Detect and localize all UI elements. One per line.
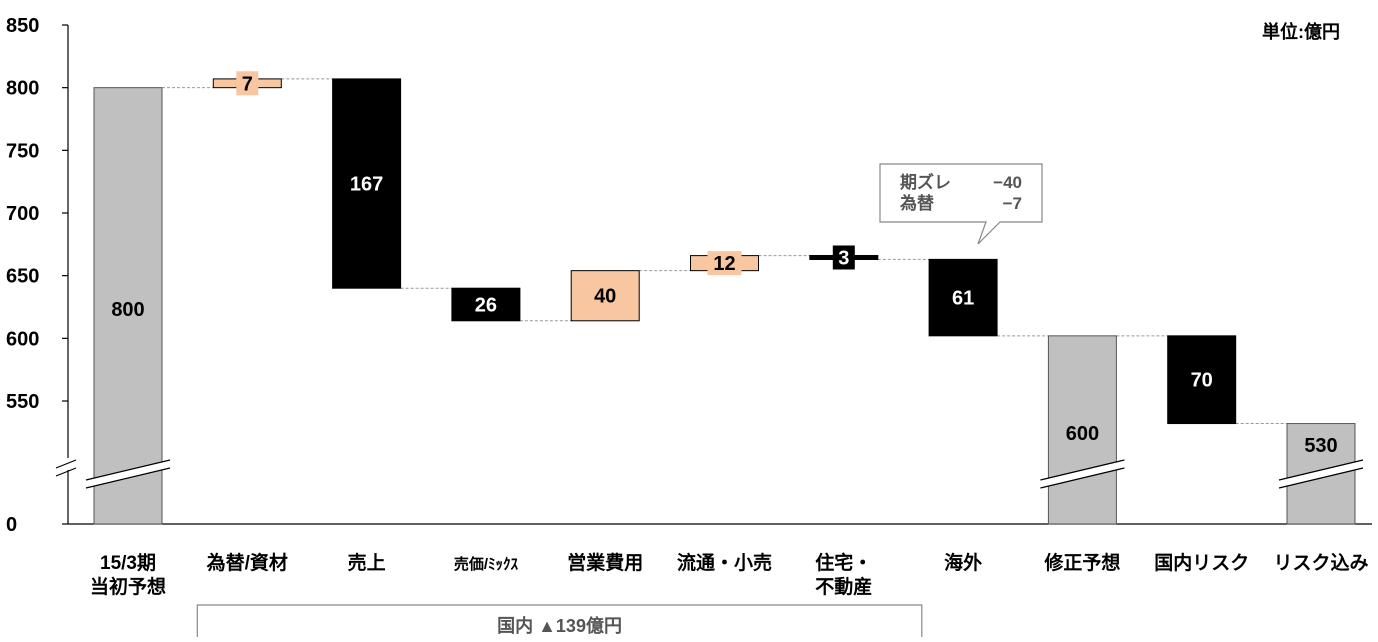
data-label: 7 [242,73,253,95]
data-label: 12 [713,253,735,275]
callout-label: 為替 [900,193,935,213]
data-label-bg [832,245,855,270]
category-label: 当初予想 [90,575,166,598]
y-axis-break-mark [55,467,77,477]
bar-break-mark [1278,467,1364,489]
data-label: 26 [475,294,497,316]
y-tick-label: 750 [6,140,39,162]
category-label: 修正予想 [1043,551,1120,574]
callout-value: −40 [993,173,1022,192]
category-label: 海外 [944,551,982,574]
y-axis-break-mask [56,458,80,470]
bar [332,78,402,289]
category-label: 不動産 [815,575,872,598]
bar-break-mark [1040,467,1125,489]
category-label: 15/3期 [100,552,156,574]
group-bracket [196,604,923,637]
callout-label: 期ズレ [900,172,951,192]
y-axis-break-mark [55,459,77,469]
bar [1167,335,1237,425]
group-bracket-label: 国内 ▲139億円 [497,615,622,636]
bar [93,87,163,525]
bar [1047,335,1117,525]
bar [928,258,998,337]
data-label: 800 [111,299,144,321]
bar-break-mark [1278,459,1364,481]
data-label: 70 [1191,370,1213,392]
y-tick-label: 700 [6,203,39,225]
bar-break-mask [1040,460,1125,488]
category-label: リスク込み [1273,552,1368,574]
bar [451,287,521,322]
data-label: 40 [594,286,616,308]
data-label-bg [236,71,259,96]
data-label: 530 [1304,435,1337,457]
category-label: 流通・小売 [677,551,772,574]
y-tick-label: 550 [6,391,39,413]
category-label: 国内リスク [1154,551,1249,574]
y-tick-label: 600 [6,328,39,350]
y-tick-label: 800 [6,78,39,100]
callout-box [879,163,1043,245]
unit-label: 単位:億円 [1262,21,1340,42]
data-label: 61 [952,288,974,310]
callout-value: −7 [1003,194,1022,213]
category-label: 売価/ﾐｯｸｽ [454,555,519,573]
bar-break-mark [85,459,171,481]
category-label: 売上 [348,551,386,574]
category-label: 住宅・ [815,551,872,574]
bar-break-mask [86,460,170,488]
bar-break-mark [85,467,171,489]
bar [570,270,640,322]
data-label: 600 [1066,423,1099,445]
data-label-bg [707,251,742,276]
y-tick-label: 0 [6,514,17,536]
y-tick-label: 650 [6,266,39,288]
data-label: 3 [838,247,849,269]
y-tick-label: 850 [6,15,39,37]
data-label: 167 [350,174,383,196]
category-label: 営業費用 [567,551,643,574]
category-label: 為替/資材 [207,551,288,574]
bar-break-mask [1279,460,1363,488]
bar-break-mark [1040,459,1125,481]
